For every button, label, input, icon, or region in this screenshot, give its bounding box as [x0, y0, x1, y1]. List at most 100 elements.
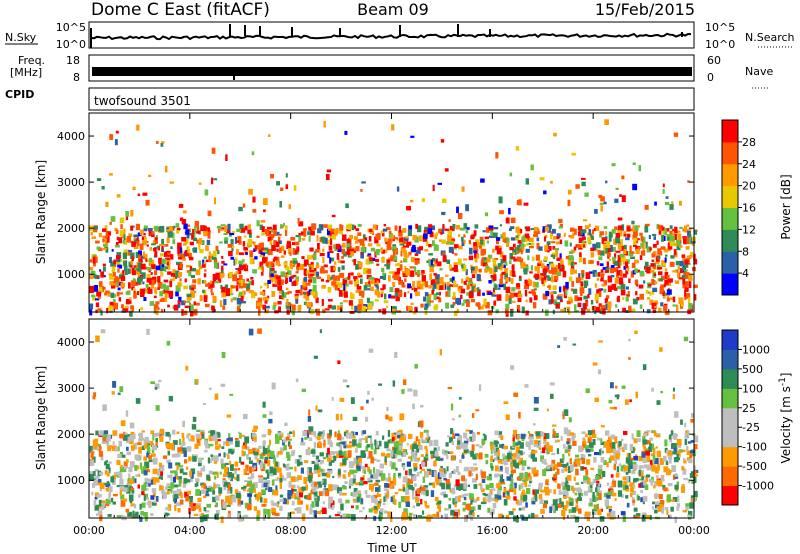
data-cell — [659, 229, 662, 235]
data-cell — [313, 253, 317, 260]
data-cell — [627, 233, 631, 238]
data-cell — [208, 470, 213, 475]
data-cell — [685, 506, 689, 511]
data-cell — [663, 305, 668, 311]
data-cell — [139, 503, 142, 510]
data-cell — [448, 264, 452, 270]
data-cell — [486, 257, 491, 263]
data-cell — [510, 256, 516, 259]
data-cell — [449, 278, 453, 282]
data-cell — [121, 304, 124, 309]
nave-tick-top: 60 — [707, 54, 721, 67]
data-cell — [305, 283, 311, 286]
data-cell — [289, 252, 292, 256]
data-cell — [89, 275, 94, 279]
data-cell — [98, 281, 103, 288]
data-cell — [513, 488, 517, 495]
data-cell — [186, 224, 191, 227]
data-cell — [124, 237, 128, 245]
data-cell — [473, 231, 476, 237]
data-cell — [505, 261, 508, 266]
data-cell — [205, 283, 210, 287]
data-cell — [93, 285, 98, 292]
data-cell — [568, 276, 573, 282]
data-cell — [518, 484, 521, 491]
data-cell — [270, 271, 273, 276]
data-cell — [164, 252, 167, 257]
data-cell — [276, 452, 279, 458]
data-cell — [114, 139, 118, 146]
data-cell — [664, 439, 668, 447]
data-cell — [558, 218, 563, 224]
data-cell — [190, 287, 195, 291]
data-cell — [281, 225, 284, 228]
data-cell — [614, 277, 619, 284]
data-cell — [622, 515, 626, 523]
data-cell — [627, 466, 631, 474]
data-cell — [652, 290, 655, 295]
data-cell — [210, 287, 213, 293]
data-cell — [89, 259, 93, 263]
data-cell — [129, 297, 132, 301]
data-cell — [134, 442, 138, 450]
data-cell — [214, 393, 219, 400]
data-cell — [583, 490, 588, 496]
data-cell — [382, 308, 387, 315]
data-cell — [312, 485, 317, 492]
data-cell — [394, 288, 400, 293]
data-cell — [666, 274, 670, 280]
data-cell — [413, 513, 417, 519]
data-cell — [515, 499, 519, 505]
data-cell — [299, 457, 302, 461]
data-cell — [448, 497, 451, 501]
data-cell — [282, 477, 287, 481]
data-cell — [565, 255, 569, 260]
data-cell — [674, 516, 677, 524]
data-cell — [266, 283, 269, 289]
data-cell — [639, 232, 643, 236]
data-cell — [198, 507, 202, 512]
data-cell — [379, 276, 384, 279]
data-cell — [547, 250, 550, 253]
data-cell — [528, 278, 531, 284]
data-cell — [538, 246, 543, 251]
data-cell — [109, 173, 113, 176]
data-cell — [679, 226, 683, 230]
data-cell — [502, 261, 506, 264]
data-cell — [527, 484, 531, 487]
data-cell — [295, 299, 299, 304]
data-cell — [500, 258, 503, 265]
data-cell — [94, 469, 99, 472]
data-cell — [523, 285, 529, 290]
data-cell — [203, 483, 207, 489]
data-cell — [321, 239, 327, 244]
data-cell — [226, 487, 231, 494]
data-cell — [619, 253, 625, 258]
data-cell — [167, 513, 170, 516]
data-cell — [166, 484, 172, 487]
data-cell — [334, 284, 338, 291]
data-cell — [691, 480, 695, 484]
colorbar-cell — [722, 207, 738, 230]
data-cell — [659, 291, 663, 295]
data-cell — [152, 468, 158, 475]
data-cell — [120, 464, 123, 469]
data-cell — [677, 266, 680, 270]
data-cell — [332, 505, 335, 509]
data-cell — [340, 413, 343, 421]
data-cell — [370, 443, 374, 450]
data-cell — [598, 290, 602, 297]
data-cell — [185, 479, 191, 483]
data-cell — [95, 240, 100, 244]
data-cell — [452, 291, 456, 298]
data-cell — [596, 277, 599, 281]
data-cell — [164, 244, 169, 247]
data-cell — [195, 379, 199, 383]
data-cell — [345, 433, 349, 439]
data-cell — [456, 206, 459, 214]
data-cell — [615, 472, 620, 478]
data-cell — [555, 250, 559, 257]
data-cell — [447, 234, 452, 241]
data-cell — [384, 441, 389, 449]
